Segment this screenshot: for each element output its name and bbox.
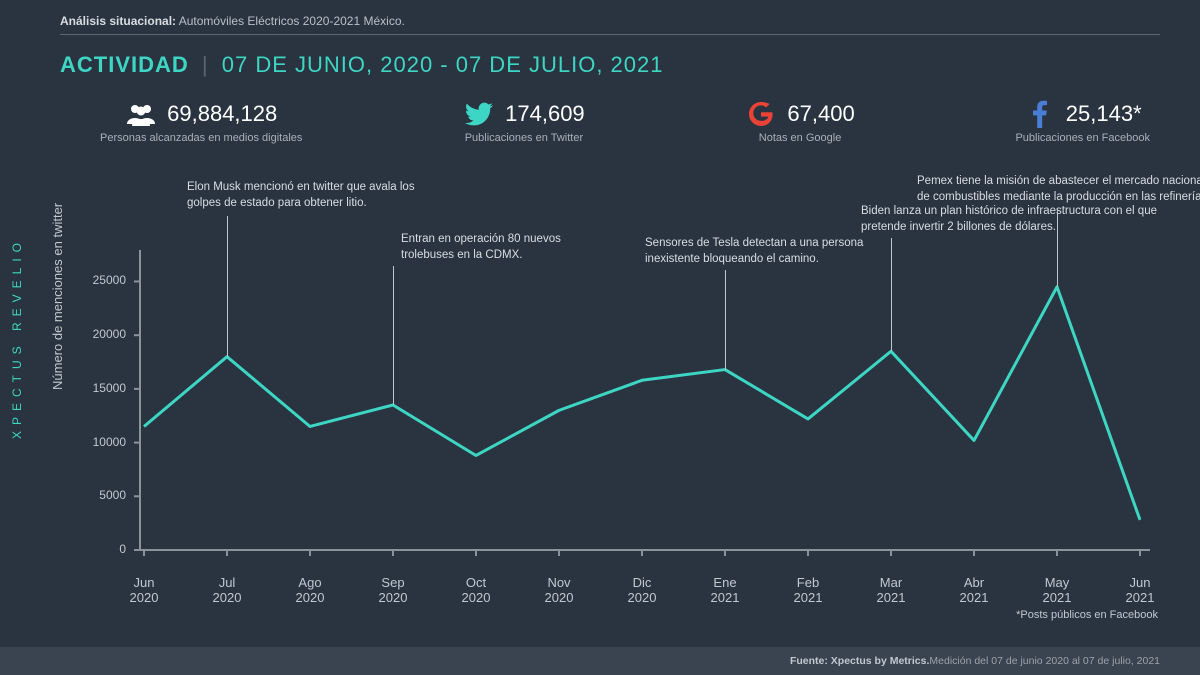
y-axis-label: Número de menciones en twitter: [50, 203, 65, 390]
y-tick-label: 10000: [82, 435, 126, 449]
x-tick-label: Ago2020: [280, 576, 340, 606]
chart-area: Número de menciones en twitter 050001000…: [60, 180, 1160, 610]
annotation-leader: [891, 238, 892, 351]
y-tick-label: 20000: [82, 327, 126, 341]
title-word: ACTIVIDAD: [60, 52, 189, 77]
title-separator: |: [202, 52, 209, 77]
stat-value: 67,400: [787, 101, 854, 127]
footer-rest: Medición del 07 de junio 2020 al 07 de j…: [929, 655, 1160, 667]
context-header: Análisis situacional: Automóviles Eléctr…: [60, 14, 405, 28]
title-range: 07 DE JUNIO, 2020 - 07 DE JULIO, 2021: [222, 52, 664, 77]
stat-label: Publicaciones en Facebook: [1015, 132, 1150, 144]
people-icon: [125, 98, 157, 130]
x-tick-label: Jul2020: [197, 576, 257, 606]
stat-facebook: 25,143* Publicaciones en Facebook: [1015, 98, 1150, 144]
stat-value: 25,143*: [1066, 101, 1142, 127]
header-divider: [60, 34, 1160, 35]
y-tick-label: 25000: [82, 273, 126, 287]
x-tick-label: Oct2020: [446, 576, 506, 606]
x-tick-label: Jun2020: [114, 576, 174, 606]
stat-value: 69,884,128: [167, 101, 277, 127]
x-tick-label: Jun2021: [1110, 576, 1170, 606]
x-tick-label: Nov2020: [529, 576, 589, 606]
x-tick-label: Ene2021: [695, 576, 755, 606]
facebook-footnote: *Posts públicos en Facebook: [1016, 609, 1158, 621]
x-tick-label: May2021: [1027, 576, 1087, 606]
title-row: ACTIVIDAD | 07 DE JUNIO, 2020 - 07 DE JU…: [60, 52, 664, 78]
stat-label: Notas en Google: [759, 132, 842, 144]
y-tick-label: 0: [82, 542, 126, 556]
google-icon: [745, 98, 777, 130]
x-labels: Jun2020 Jul2020 Ago2020 Sep2020 Oct2020 Nov20…: [114, 576, 1170, 606]
x-tick-label: Feb2021: [778, 576, 838, 606]
x-tick-label: Abr2021: [944, 576, 1004, 606]
stat-twitter: 174,609 Publicaciones en Twitter: [463, 98, 585, 144]
stat-reach: 69,884,128 Personas alcanzadas en medios…: [100, 98, 302, 144]
annotation-leader: [725, 270, 726, 370]
brand-text: XPECTUS REVELIO: [10, 236, 24, 438]
context-value: Automóviles Eléctricos 2020-2021 México.: [179, 14, 405, 28]
stats-row: 69,884,128 Personas alcanzadas en medios…: [100, 98, 1150, 144]
facebook-icon: [1024, 98, 1056, 130]
annotation-leader: [1057, 208, 1058, 287]
annotation-text: Biden lanza un plan histórico de infraes…: [861, 204, 1161, 235]
stat-value: 174,609: [505, 101, 585, 127]
twitter-icon: [463, 98, 495, 130]
y-tick-label: 5000: [82, 488, 126, 502]
annotation-leader: [393, 266, 394, 405]
annotation-leader: [227, 216, 228, 357]
footer-source: Fuente: Xpectus by Metrics.: [790, 655, 929, 667]
y-tick-label: 15000: [82, 381, 126, 395]
x-tick-label: Sep2020: [363, 576, 423, 606]
annotation-text: Sensores de Tesla detectan a una persona…: [645, 236, 905, 267]
annotation-text: Elon Musk mencionó en twitter que avala …: [187, 180, 442, 211]
stat-label: Publicaciones en Twitter: [465, 132, 583, 144]
stat-google: 67,400 Notas en Google: [745, 98, 854, 144]
stat-label: Personas alcanzadas en medios digitales: [100, 132, 302, 144]
annotation-text: Entran en operación 80 nuevos trolebuses…: [401, 232, 611, 263]
annotation-text: Pemex tiene la misión de abastecer el me…: [917, 174, 1200, 205]
brand-bar: XPECTUS REVELIO: [0, 0, 34, 675]
x-tick-label: Dic2020: [612, 576, 672, 606]
footer-bar: Fuente: Xpectus by Metrics. Medición del…: [0, 647, 1200, 675]
x-tick-label: Mar2021: [861, 576, 921, 606]
context-label: Análisis situacional:: [60, 14, 176, 28]
